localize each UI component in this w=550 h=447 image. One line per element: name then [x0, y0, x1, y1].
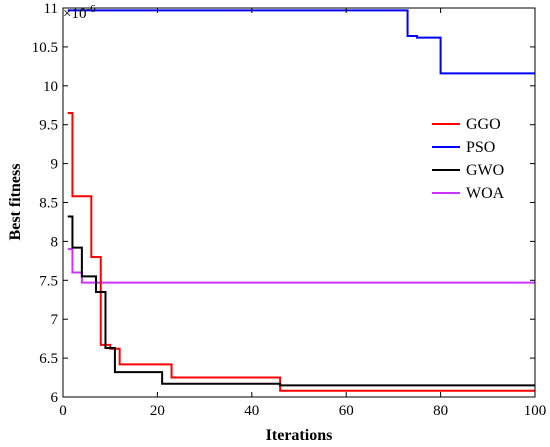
- y-tick-label: 10: [43, 79, 58, 95]
- x-tick-label: 0: [59, 403, 67, 419]
- legend-label-pso: PSO: [466, 139, 495, 156]
- y-tick-label: 8: [51, 234, 59, 250]
- plot-background: [63, 8, 535, 397]
- y-tick-label: 7: [51, 312, 59, 328]
- y-tick-label: 9: [51, 157, 59, 173]
- y-tick-label: 11: [44, 1, 58, 17]
- legend-label-ggo: GGO: [466, 116, 501, 133]
- ticks-layer: 0 20 40 60 80 100 6 6.5 7 7.5 8 8.5 9 9.5 10 10.5 11: [32, 1, 547, 419]
- legend-label-woa: WOA: [466, 185, 505, 202]
- series-line-woa: [67, 248, 535, 284]
- y-axis-label: Best fitness: [7, 164, 24, 241]
- legend-label-gwo: GWO: [466, 162, 504, 179]
- x-tick-label: 80: [433, 403, 448, 419]
- y-tick-label: 9.5: [39, 118, 58, 134]
- x-tick-label: 20: [150, 403, 165, 419]
- y-multiplier-exponent: -6: [86, 3, 96, 15]
- series-line-gwo: [67, 215, 535, 387]
- x-tick-label: 40: [244, 403, 259, 419]
- legend: GGO PSO GWO WOA: [432, 116, 505, 202]
- y-tick-label: 6.5: [39, 351, 58, 367]
- y-tick-label: 6: [51, 390, 59, 406]
- y-multiplier: ×10-6: [63, 3, 96, 22]
- x-tick-label: 100: [524, 403, 547, 419]
- y-tick-label: 10.5: [32, 40, 58, 56]
- y-tick-label: 8.5: [39, 196, 58, 212]
- x-tick-label: 60: [339, 403, 354, 419]
- series-layer: [67, 9, 535, 392]
- x-axis-label: Iterations: [266, 427, 333, 444]
- y-multiplier-base: ×10: [63, 6, 86, 22]
- y-tick-label: 7.5: [39, 273, 58, 289]
- series-line-pso: [67, 9, 535, 75]
